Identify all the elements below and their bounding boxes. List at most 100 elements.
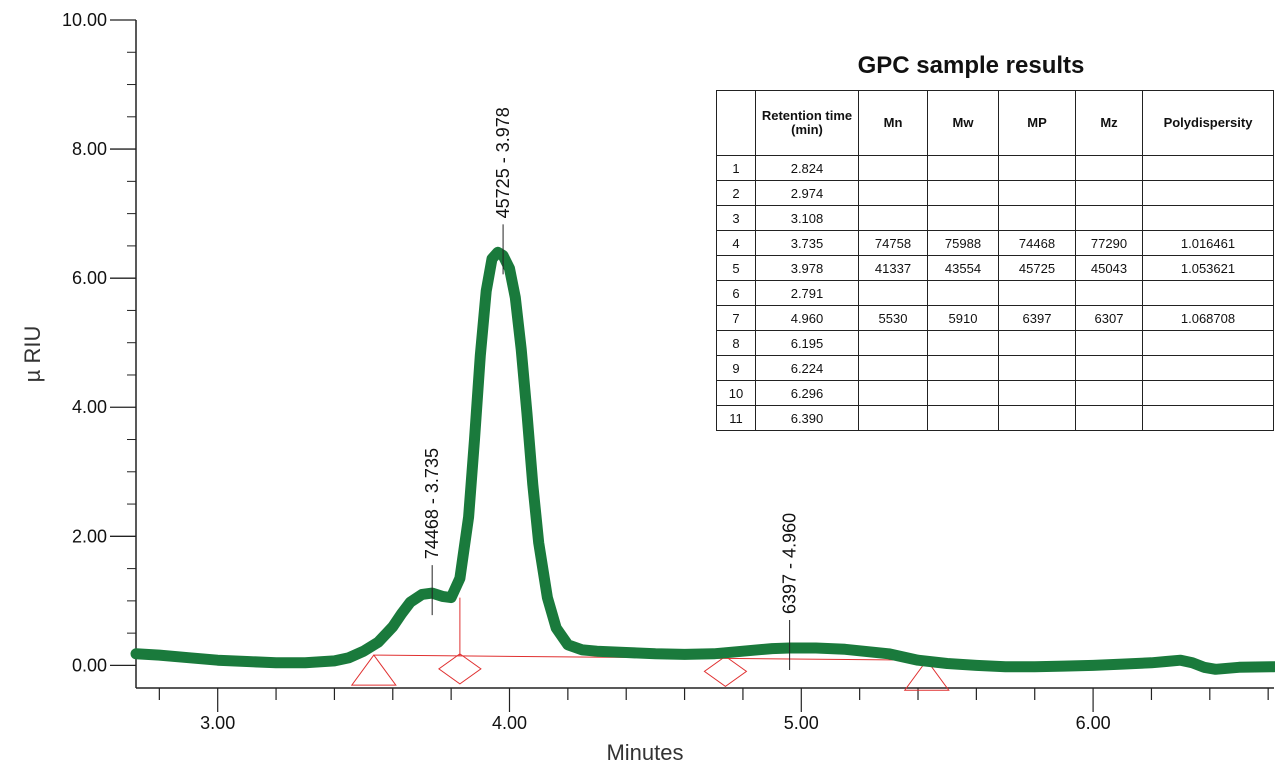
table-cell: 9 [716,355,756,381]
y-tick-label: 10.00 [62,10,107,30]
table-row: 8 6.195 [716,330,1274,356]
baseline-diamond-marker [703,655,748,687]
x-tick-label: 3.00 [200,713,235,733]
table-cell [858,405,928,431]
table-cell [858,330,928,356]
table-cell: 7 [716,305,756,331]
table-cell [927,155,999,181]
table-cell [927,355,999,381]
table-cell [998,155,1076,181]
table-cell: 5530 [858,305,928,331]
table-cell: 3 [716,205,756,231]
peak-label: 6397 - 4.960 [780,513,800,614]
table-column-header: Mw [927,90,999,156]
table-cell [858,155,928,181]
table-cell [927,280,999,306]
table-cell: 6.195 [755,330,859,356]
results-table-title: GPC sample results [857,52,1085,79]
table-cell: 6 [716,280,756,306]
table-cell: 1.016461 [1142,230,1274,256]
table-cell: 6.390 [755,405,859,431]
table-cell: 74468 [998,230,1076,256]
table-cell [927,205,999,231]
table-cell [1142,380,1274,406]
table-cell: 6.296 [755,380,859,406]
table-cell: 75988 [927,230,999,256]
table-cell: 3.735 [755,230,859,256]
table-cell [1142,280,1274,306]
table-cell [1075,355,1143,381]
x-tick-label: 4.00 [492,713,527,733]
table-cell: 5910 [927,305,999,331]
y-tick-label: 0.00 [72,655,107,675]
table-cell [858,205,928,231]
table-cell: 1.068708 [1142,305,1274,331]
table-cell: 3.978 [755,255,859,281]
table-cell: 43554 [927,255,999,281]
table-cell: 41337 [858,255,928,281]
table-cell: 77290 [1075,230,1143,256]
table-cell: 74758 [858,230,928,256]
axes: 0.00 2.00 4.00 6.00 8.00 10.00 3.00 4.00 5.00 6.0… [62,10,1274,733]
table-cell [858,180,928,206]
table-cell [927,330,999,356]
y-axis-label: µ RIU [20,326,45,383]
table-cell [998,330,1076,356]
table-cell [998,355,1076,381]
table-cell: 4.960 [755,305,859,331]
table-cell [1142,155,1274,181]
peak-annotations: 74468 - 3.735 45725 - 3.978 6397 - 4.960 [422,107,800,670]
table-cell: 2 [716,180,756,206]
y-tick-label: 2.00 [72,526,107,546]
table-cell: 4 [716,230,756,256]
table-row: 6 2.791 [716,280,1274,306]
x-tick-label: 6.00 [1076,713,1111,733]
y-tick-label: 8.00 [72,139,107,159]
table-column-header: Retention time (min) [755,90,859,156]
table-cell [1075,155,1143,181]
table-row: 2 2.974 [716,180,1274,206]
table-cell: 6307 [1075,305,1143,331]
table-cell [1075,280,1143,306]
peak-label: 45725 - 3.978 [493,107,513,218]
table-cell [1142,205,1274,231]
table-cell: 45043 [1075,255,1143,281]
table-cell [1075,180,1143,206]
table-cell [1075,405,1143,431]
table-header-row: Retention time (min) Mn Mw MP Mz Polydispersi… [716,90,1274,156]
table-cell: 5 [716,255,756,281]
table-row: 10 6.296 [716,380,1274,406]
peak-label: 74468 - 3.735 [422,448,442,559]
baseline-triangle-marker [350,654,397,686]
gpc-results-table: Retention time (min) Mn Mw MP Mz Polydispersi… [716,90,1274,431]
table-cell: 10 [716,380,756,406]
table-cell [1142,405,1274,431]
baseline-triangle-marker [903,659,950,691]
table-column-header [716,90,756,156]
table-column-header: Mz [1075,90,1143,156]
table-row: 4 3.735 74758 75988 74468 77290 1.016461 [716,230,1274,256]
table-cell: 6.224 [755,355,859,381]
table-cell: 6397 [998,305,1076,331]
table-cell: 8 [716,330,756,356]
table-cell: 2.824 [755,155,859,181]
table-cell [1075,330,1143,356]
table-cell: 2.974 [755,180,859,206]
table-cell: 1 [716,155,756,181]
table-cell [927,380,999,406]
baseline-diamond-marker [438,653,482,685]
table-column-header: MP [998,90,1076,156]
table-column-header: Polydispersity [1142,90,1274,156]
table-column-header: Mn [858,90,928,156]
x-tick-label: 5.00 [784,713,819,733]
table-row: 11 6.390 [716,405,1274,431]
table-cell [998,205,1076,231]
table-row: 5 3.978 41337 43554 45725 45043 1.053621 [716,255,1274,281]
y-tick-label: 6.00 [72,268,107,288]
table-cell: 3.108 [755,205,859,231]
y-tick-label: 4.00 [72,397,107,417]
table-cell [998,180,1076,206]
table-body: 1 2.824 2 2.974 3 3.108 4 3.735 74758 75988 74468 7… [716,155,1274,431]
table-cell [1142,180,1274,206]
